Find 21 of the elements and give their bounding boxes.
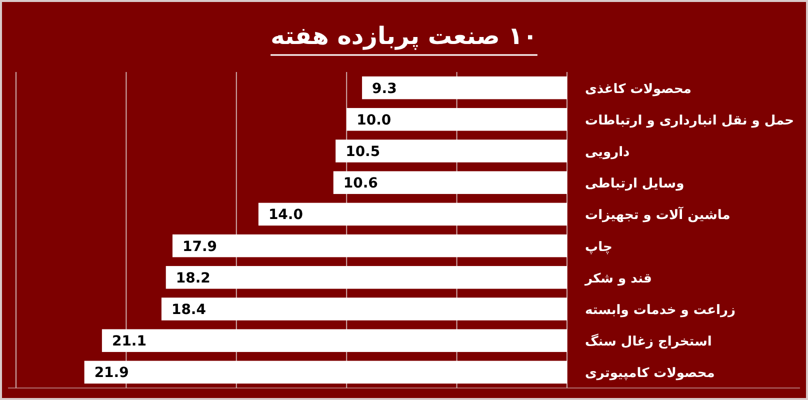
data-label: 18.2 — [176, 270, 210, 286]
data-label: 10.5 — [346, 144, 380, 160]
data-label: 18.4 — [171, 302, 206, 318]
data-label: 14.0 — [268, 207, 304, 224]
y-tick-label: چاپ — [585, 240, 612, 255]
title: ۱۰ صنعت پربازده هفته — [270, 22, 538, 50]
y-tick-label: استخراج زغال سنگ — [585, 334, 712, 350]
data-label: 10.6 — [343, 176, 378, 192]
y-tick-label: محصولات کامپیوتری — [585, 366, 715, 382]
y-tick-label: زراعت و خدمات وابسته — [585, 303, 736, 318]
y-tick-label: ماشین آلات و تجهیزات — [585, 206, 730, 224]
data-label: 9.3 — [372, 80, 397, 97]
y-tick-label: محصولات کاغذی — [585, 82, 692, 97]
y-tick-label: وسایل ارتباطی — [585, 176, 684, 192]
data-label: 21.9 — [94, 365, 129, 382]
data-label: 17.9 — [182, 238, 218, 255]
data-label: 21.1 — [112, 334, 147, 350]
y-tick-label: حمل و نقل انبارداری و ارتباطات — [585, 113, 794, 128]
y-tick-label: قند و شکر — [584, 271, 652, 286]
y-tick-label: دارویی — [585, 145, 630, 160]
data-label: 10.0 — [356, 112, 392, 128]
